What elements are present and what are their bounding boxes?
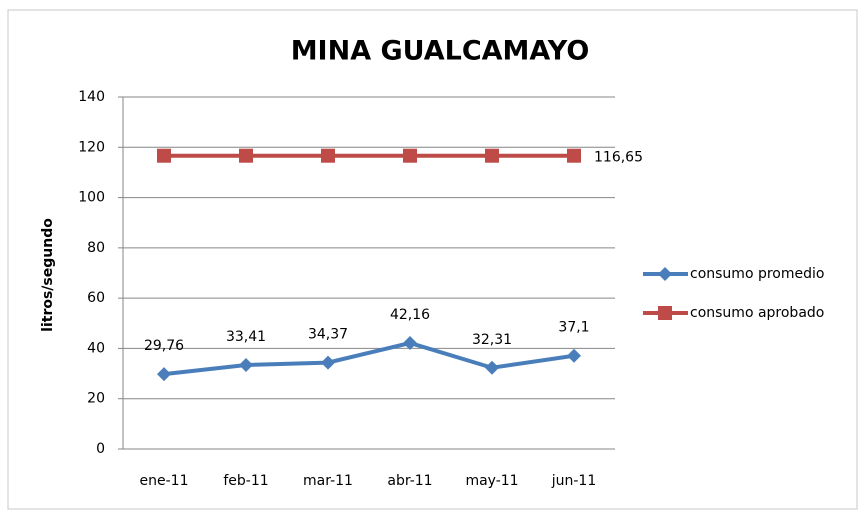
y-tick-label: 100 — [78, 190, 105, 206]
marker — [321, 148, 335, 163]
y-tick-label: 140 — [78, 89, 105, 105]
marker — [157, 148, 171, 163]
x-tick-label: feb-11 — [223, 473, 268, 489]
marker — [567, 148, 581, 163]
marker — [321, 355, 335, 370]
chart-title: MINA GUALCAMAYO — [291, 36, 590, 67]
data-label: 42,16 — [390, 307, 430, 323]
legend-label: consumo aprobado — [690, 305, 824, 321]
marker — [239, 357, 253, 372]
x-tick-label: mar-11 — [303, 473, 353, 489]
data-label: 32,31 — [472, 332, 512, 348]
data-label: 33,41 — [226, 329, 266, 345]
y-tick-label: 40 — [87, 340, 105, 356]
y-tick-label: 20 — [87, 391, 105, 407]
series-line — [163, 340, 575, 377]
y-tick-label: 0 — [96, 441, 105, 457]
y-tick-label: 60 — [87, 290, 105, 306]
marker — [403, 335, 417, 350]
marker — [658, 267, 672, 281]
y-tick-label: 120 — [78, 139, 105, 155]
data-label: 29,76 — [144, 338, 184, 354]
data-label: 37,1 — [558, 320, 589, 336]
marker — [485, 148, 499, 163]
data-label: 34,37 — [308, 327, 348, 343]
y-tick-label: 80 — [87, 240, 105, 256]
marker — [157, 367, 171, 382]
x-tick-label: jun-11 — [551, 473, 597, 489]
x-tick-label: may-11 — [465, 473, 518, 489]
x-tick-label: ene-11 — [140, 473, 189, 489]
marker — [658, 306, 672, 320]
chart-frame — [7, 9, 858, 510]
marker — [485, 360, 499, 375]
x-tick-label: abr-11 — [387, 473, 432, 489]
legend-label: consumo promedio — [690, 266, 824, 282]
marker — [567, 348, 581, 363]
y-axis-label: litros/segundo — [40, 218, 56, 332]
data-label: 116,65 — [594, 150, 643, 166]
marker — [403, 148, 417, 163]
marker — [239, 148, 253, 163]
